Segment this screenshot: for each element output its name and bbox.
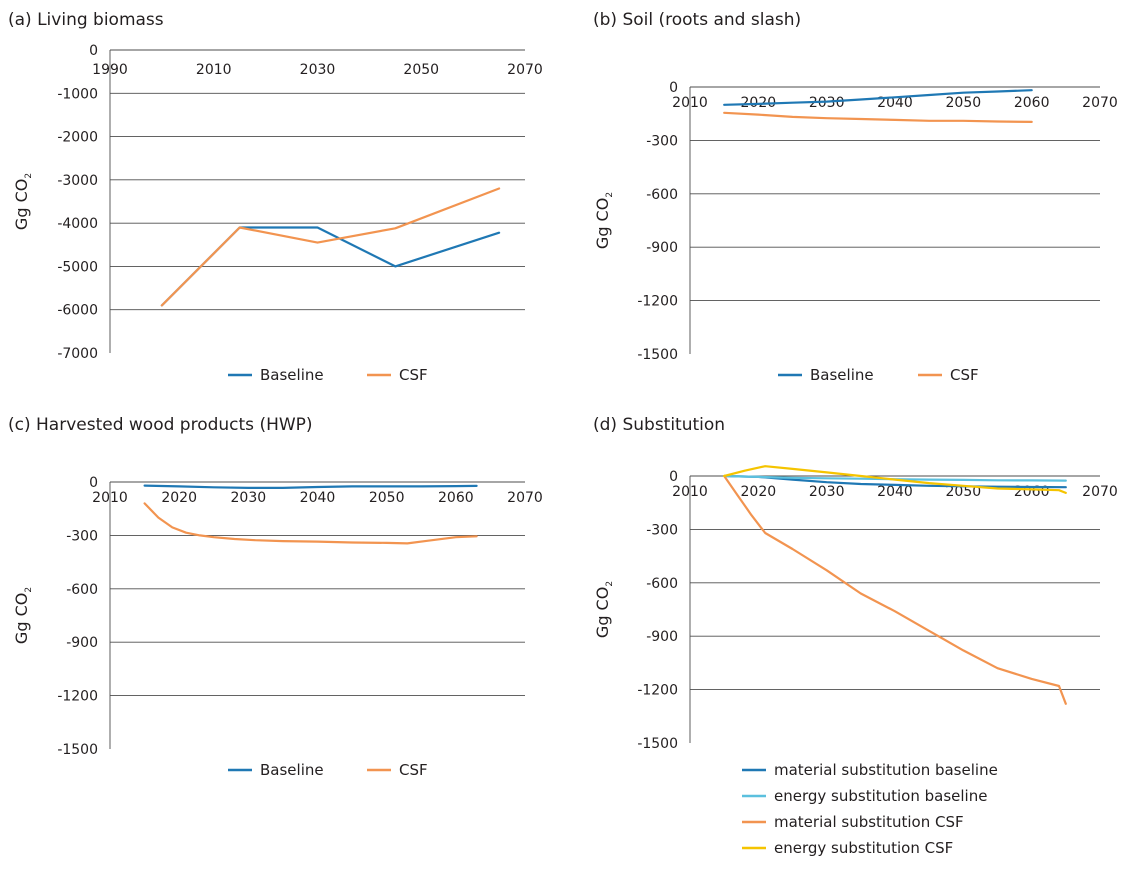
y-tick-label: 0 (669, 80, 678, 96)
y-tick-label: -4000 (57, 216, 98, 232)
y-axis-label-subscript: 2 (24, 587, 34, 593)
series-line (143, 502, 478, 545)
chart-title: (c) Harvested wood products (HWP) (8, 415, 313, 435)
x-tick-label: 2030 (231, 490, 267, 506)
y-axis-label: Gg CO2 (593, 192, 615, 249)
x-tick-label: 2010 (92, 490, 128, 506)
y-tick-label: -6000 (57, 303, 98, 319)
y-tick-label: -900 (646, 629, 678, 645)
y-tick-label: -2000 (57, 130, 98, 146)
legend-label: material substitution CSF (774, 813, 964, 831)
y-tick-label: 0 (89, 43, 98, 59)
legend-label: material substitution baseline (774, 761, 998, 779)
y-tick-label: -7000 (57, 346, 98, 362)
y-tick-label: -1500 (637, 736, 678, 752)
y-tick-label: -900 (66, 635, 98, 651)
y-tick-label: -1500 (57, 742, 98, 758)
chart-panel-2: (c) Harvested wood products (HWP) 0 -300 -6… (8, 415, 543, 779)
chart-title: (b) Soil (roots and slash) (593, 10, 801, 30)
y-axis-label-text: Gg CO (12, 593, 31, 644)
y-tick-label: -1500 (637, 347, 678, 363)
y-tick-label: -1200 (637, 683, 678, 699)
legend-label: energy substitution baseline (774, 787, 987, 805)
x-tick-label: 2020 (741, 484, 777, 500)
legend-label: CSF (399, 366, 428, 384)
y-tick-label: 0 (669, 469, 678, 485)
x-tick-label: 2070 (507, 62, 543, 78)
y-tick-label: 0 (89, 475, 98, 491)
y-axis-label-subscript: 2 (605, 192, 615, 198)
x-tick-label: 2060 (1014, 95, 1050, 111)
x-tick-label: 2020 (161, 490, 197, 506)
y-axis-label-text: Gg CO (593, 587, 612, 638)
y-axis-label-text: Gg CO (593, 198, 612, 249)
series-line (143, 484, 478, 489)
y-tick-label: -1200 (637, 294, 678, 310)
y-tick-label: -1000 (57, 86, 98, 102)
chart-panel-1: (b) Soil (roots and slash) 0 -300 -600 -900 -… (593, 10, 1118, 384)
legend-label: CSF (950, 366, 979, 384)
y-axis-label-subscript: 2 (605, 581, 615, 587)
legend-label: Baseline (810, 366, 874, 384)
series-line (723, 89, 1033, 106)
y-tick-label: -900 (646, 240, 678, 256)
legend-label: Baseline (260, 761, 324, 779)
x-tick-label: 2010 (672, 95, 708, 111)
y-tick-label: -3000 (57, 173, 98, 189)
x-tick-label: 2010 (196, 62, 232, 78)
legend-label: CSF (399, 761, 428, 779)
x-tick-label: 2070 (1082, 484, 1118, 500)
y-tick-label: -1200 (57, 689, 98, 705)
series-line (723, 465, 1067, 494)
x-tick-label: 2050 (403, 62, 439, 78)
y-axis-label-subscript: 2 (24, 173, 34, 179)
x-tick-label: 2050 (946, 484, 982, 500)
y-tick-label: -600 (66, 582, 98, 598)
series-line (160, 187, 501, 307)
x-tick-label: 2040 (877, 484, 913, 500)
y-tick-label: -600 (646, 576, 678, 592)
x-tick-label: 2050 (946, 95, 982, 111)
x-tick-label: 1990 (92, 62, 128, 78)
series-line (723, 474, 1067, 489)
chart-title: (d) Substitution (593, 415, 725, 435)
y-axis-label-text: Gg CO (12, 179, 31, 230)
y-axis-label: Gg CO2 (593, 581, 615, 638)
chart-title: (a) Living biomass (8, 10, 164, 30)
x-tick-label: 2030 (300, 62, 336, 78)
legend-label: energy substitution CSF (774, 839, 953, 857)
legend-label: Baseline (260, 366, 324, 384)
x-tick-label: 2010 (672, 484, 708, 500)
y-tick-label: -300 (646, 133, 678, 149)
x-tick-label: 2050 (369, 490, 405, 506)
x-tick-label: 2040 (877, 95, 913, 111)
chart-panel-3: (d) Substitution 0 -300 -600 -900 -1200 -1500 2… (593, 415, 1118, 857)
x-tick-label: 2070 (1082, 95, 1118, 111)
y-axis-label: Gg CO2 (12, 587, 34, 644)
y-tick-label: -300 (646, 522, 678, 538)
x-tick-label: 2030 (809, 95, 845, 111)
x-tick-label: 2040 (300, 490, 336, 506)
series-line (723, 474, 1067, 705)
y-tick-label: -5000 (57, 259, 98, 275)
y-tick-label: -300 (66, 528, 98, 544)
y-axis-label: Gg CO2 (12, 173, 34, 230)
series-line (723, 111, 1033, 124)
x-tick-label: 2070 (507, 490, 543, 506)
chart-panel-0: (a) Living biomass 0 -1000 -2000 -3000 -4000 -… (8, 10, 543, 384)
y-tick-label: -600 (646, 187, 678, 203)
x-tick-label: 2030 (809, 484, 845, 500)
x-tick-label: 2060 (438, 490, 474, 506)
